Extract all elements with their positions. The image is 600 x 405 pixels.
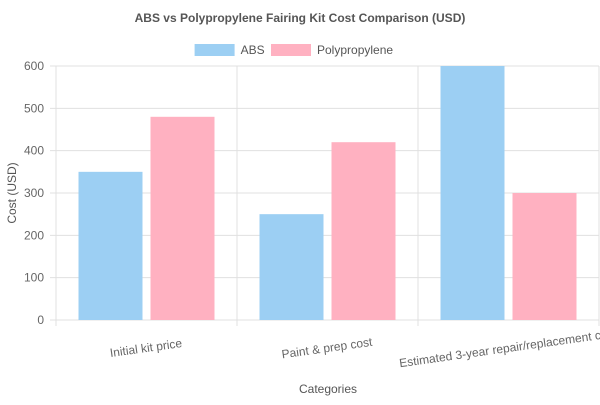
- y-tick-label-100: 100: [24, 271, 44, 285]
- legend-swatch-abs: [194, 44, 235, 56]
- chart-title: ABS vs Polypropylene Fairing Kit Cost Co…: [135, 11, 466, 25]
- x-tick-label-initial-kit-price: Initial kit price: [109, 336, 183, 360]
- bars: [78, 66, 577, 320]
- y-tick-label-600: 600: [24, 59, 44, 73]
- legend-label-abs: ABS: [241, 43, 265, 57]
- x-tick-label-estimated-3-year-repair-replacement-cost: Estimated 3-year repair/replacement cost: [398, 326, 600, 370]
- bar-abs-initial-kit-price: [78, 171, 143, 320]
- bar-abs-estimated-3-year-repair-replacement-cost: [440, 66, 505, 320]
- x-axis-ticks: Initial kit price Paint & prep cost Estima…: [109, 326, 600, 370]
- y-tick-label-200: 200: [24, 228, 44, 242]
- bar-polypropylene-paint-prep-cost: [331, 142, 396, 320]
- y-tick-label-0: 0: [37, 313, 44, 327]
- legend-item-polypropylene[interactable]: Polypropylene: [271, 43, 393, 57]
- y-tick-label-400: 400: [24, 144, 44, 158]
- y-axis-ticks: 0 100 200 300 400 500 600: [24, 59, 44, 327]
- x-axis-title: Categories: [299, 382, 357, 396]
- legend: ABS Polypropylene: [194, 43, 393, 57]
- y-axis-title: Cost (USD): [5, 162, 19, 223]
- y-tick-label-500: 500: [24, 101, 44, 115]
- bar-polypropylene-estimated-3-year-repair-replacement-cost: [512, 193, 577, 320]
- x-tick-label-paint-prep-cost: Paint & prep cost: [281, 335, 374, 362]
- legend-swatch-polypropylene: [271, 44, 311, 56]
- y-tick-label-300: 300: [24, 186, 44, 200]
- legend-label-polypropylene: Polypropylene: [317, 43, 393, 57]
- bar-polypropylene-initial-kit-price: [150, 116, 215, 320]
- bar-abs-paint-prep-cost: [259, 214, 324, 320]
- legend-item-abs[interactable]: ABS: [194, 43, 265, 57]
